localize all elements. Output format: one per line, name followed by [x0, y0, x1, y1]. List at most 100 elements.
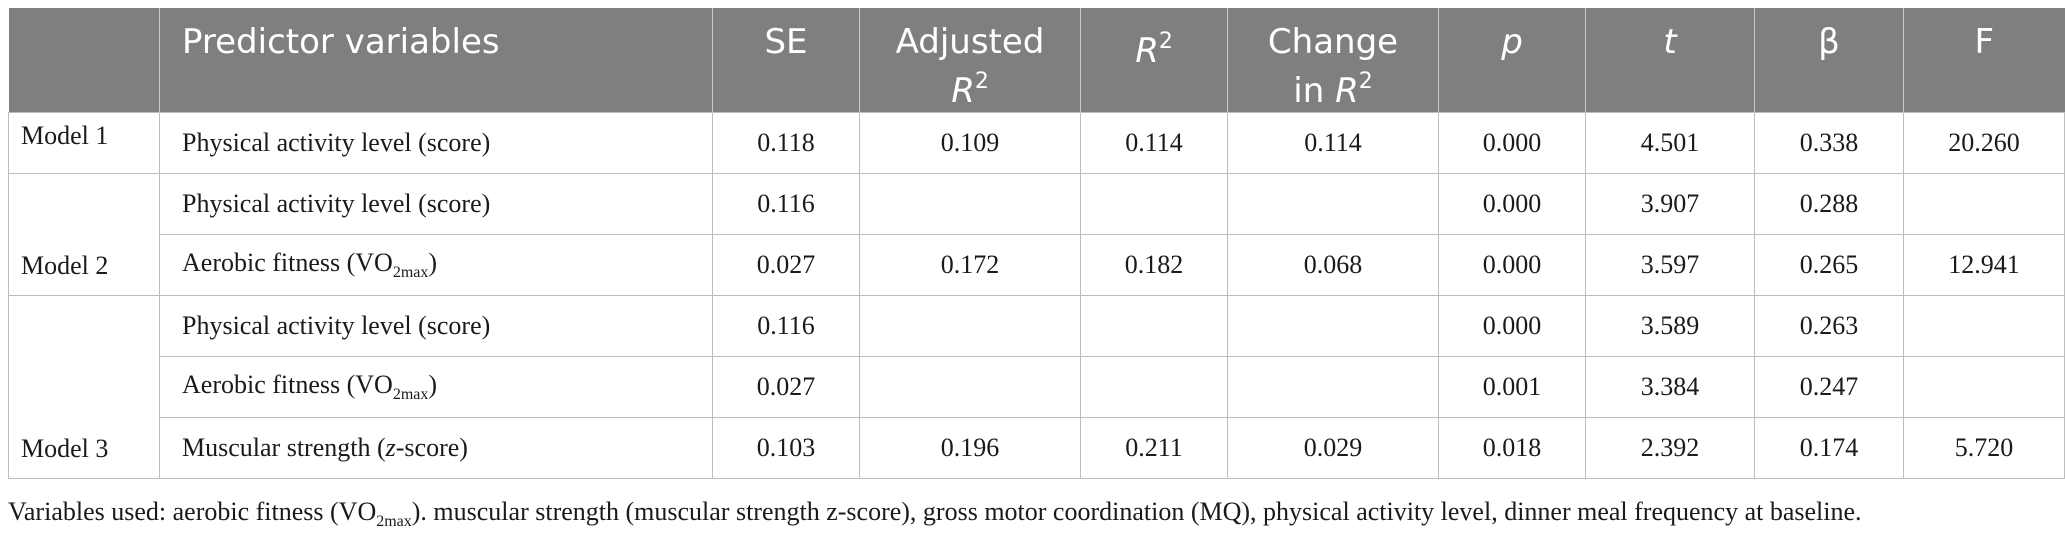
- header-model: [8, 8, 160, 112]
- f-cell: [1903, 294, 2065, 357]
- header-change-in-r2: Change in R2: [1227, 8, 1439, 112]
- t-cell: 2.392: [1585, 416, 1755, 479]
- footnote-text-end: ). muscular strength (muscular strength …: [411, 497, 1862, 526]
- se-cell: 0.027: [712, 233, 860, 296]
- change-r2-cell: 0.029: [1227, 416, 1439, 479]
- p-cell: 0.000: [1438, 111, 1586, 174]
- se-cell: 0.116: [712, 294, 860, 357]
- t-cell: 3.907: [1585, 172, 1755, 235]
- predictor-cell: Physical activity level (score): [159, 294, 713, 357]
- predictor-text-end: ): [428, 247, 438, 277]
- header-adjusted-sup: 2: [974, 69, 989, 94]
- header-r2-r: R: [1135, 31, 1159, 71]
- t-cell: 3.597: [1585, 233, 1755, 296]
- header-change-r: R: [1335, 71, 1359, 111]
- header-se: SE: [712, 8, 860, 112]
- beta-cell: 0.174: [1754, 416, 1904, 479]
- adjusted-r2-cell: 0.172: [859, 233, 1081, 296]
- change-r2-cell: [1227, 294, 1439, 357]
- header-row: Predictor variables SE Adjusted R2 R2 Cha…: [8, 8, 2065, 112]
- predictor-text-end: ): [428, 369, 438, 399]
- header-r2-sup: 2: [1158, 29, 1173, 54]
- change-r2-cell: 0.068: [1227, 233, 1439, 296]
- footnote-text: Variables used: aerobic fitness (VO: [8, 497, 377, 526]
- header-adjusted-label: Adjusted: [895, 22, 1045, 62]
- beta-cell: 0.247: [1754, 355, 1904, 418]
- f-cell: [1903, 355, 2065, 418]
- header-f: F: [1903, 8, 2065, 112]
- table-body: Model 1 Physical activity level (score) …: [8, 111, 2065, 479]
- predictor-italic: z: [385, 432, 396, 462]
- table-footnote: Variables used: aerobic fitness (VO2max)…: [8, 497, 1862, 531]
- p-cell: 0.001: [1438, 355, 1586, 418]
- t-cell: 3.589: [1585, 294, 1755, 357]
- se-cell: 0.116: [712, 172, 860, 235]
- se-cell: 0.027: [712, 355, 860, 418]
- p-cell: 0.018: [1438, 416, 1586, 479]
- t-cell: 3.384: [1585, 355, 1755, 418]
- adjusted-r2-cell: [859, 294, 1081, 357]
- predictor-cell: Muscular strength (z-score): [159, 416, 713, 479]
- se-cell: 0.118: [712, 111, 860, 174]
- model-label: Model 1: [8, 111, 160, 174]
- p-cell: 0.000: [1438, 172, 1586, 235]
- predictor-cell: Aerobic fitness (VO2max): [159, 233, 713, 296]
- table-row: Aerobic fitness (VO2max) 0.027 0.172 0.1…: [9, 233, 2065, 296]
- predictor-text: Aerobic fitness (VO: [182, 369, 393, 399]
- predictor-cell: Physical activity level (score): [159, 172, 713, 235]
- beta-cell: 0.338: [1754, 111, 1904, 174]
- r2-cell: [1080, 294, 1228, 357]
- table-row: Aerobic fitness (VO2max) 0.027 0.001 3.3…: [9, 355, 2065, 418]
- p-cell: 0.000: [1438, 233, 1586, 296]
- p-cell: 0.000: [1438, 294, 1586, 357]
- predictor-subscript: 2max: [392, 263, 429, 281]
- table-row: Model 3 Physical activity level (score) …: [8, 294, 2065, 479]
- model-label: Model 3: [8, 294, 160, 479]
- header-t: t: [1585, 8, 1755, 112]
- predictor-text: Muscular strength (: [182, 432, 386, 462]
- table-row: Muscular strength (z-score) 0.103 0.196 …: [9, 416, 2065, 479]
- footnote-subscript: 2max: [376, 513, 412, 530]
- f-cell: 5.720: [1903, 416, 2065, 479]
- model-label: Model 2: [8, 172, 160, 296]
- beta-cell: 0.288: [1754, 172, 1904, 235]
- predictor-subscript: 2max: [392, 385, 429, 403]
- change-r2-cell: [1227, 172, 1439, 235]
- regression-table: Predictor variables SE Adjusted R2 R2 Cha…: [8, 8, 2065, 479]
- beta-cell: 0.263: [1754, 294, 1904, 357]
- r2-cell: [1080, 355, 1228, 418]
- header-adjusted-r2: Adjusted R2: [859, 8, 1081, 112]
- predictor-cell: Aerobic fitness (VO2max): [159, 355, 713, 418]
- header-r2: R2: [1080, 8, 1228, 112]
- header-p: p: [1438, 8, 1586, 112]
- header-change-label: Change: [1267, 22, 1399, 62]
- f-cell: 12.941: [1903, 233, 2065, 296]
- beta-cell: 0.265: [1754, 233, 1904, 296]
- f-cell: 20.260: [1903, 111, 2065, 174]
- adjusted-r2-cell: 0.196: [859, 416, 1081, 479]
- adjusted-r2-cell: [859, 172, 1081, 235]
- r2-cell: [1080, 172, 1228, 235]
- table-header: Predictor variables SE Adjusted R2 R2 Cha…: [8, 8, 2065, 112]
- r2-cell: 0.211: [1080, 416, 1228, 479]
- predictor-text: Aerobic fitness (VO: [182, 247, 393, 277]
- r2-cell: 0.114: [1080, 111, 1228, 174]
- se-cell: 0.103: [712, 416, 860, 479]
- table-row: Model 1 Physical activity level (score) …: [8, 111, 2065, 174]
- header-predictor-variables: Predictor variables: [159, 8, 713, 112]
- t-cell: 4.501: [1585, 111, 1755, 174]
- predictor-cell: Physical activity level (score): [159, 111, 713, 174]
- table-row: Model 2 Physical activity level (score) …: [8, 172, 2065, 296]
- header-adjusted-r: R: [951, 71, 975, 111]
- change-r2-cell: [1227, 355, 1439, 418]
- r2-cell: 0.182: [1080, 233, 1228, 296]
- header-beta: β: [1754, 8, 1904, 112]
- f-cell: [1903, 172, 2065, 235]
- adjusted-r2-cell: 0.109: [859, 111, 1081, 174]
- header-change-in: in: [1293, 71, 1336, 111]
- header-change-sup: 2: [1358, 69, 1373, 94]
- adjusted-r2-cell: [859, 355, 1081, 418]
- change-r2-cell: 0.114: [1227, 111, 1439, 174]
- predictor-text-end: -score): [395, 432, 468, 462]
